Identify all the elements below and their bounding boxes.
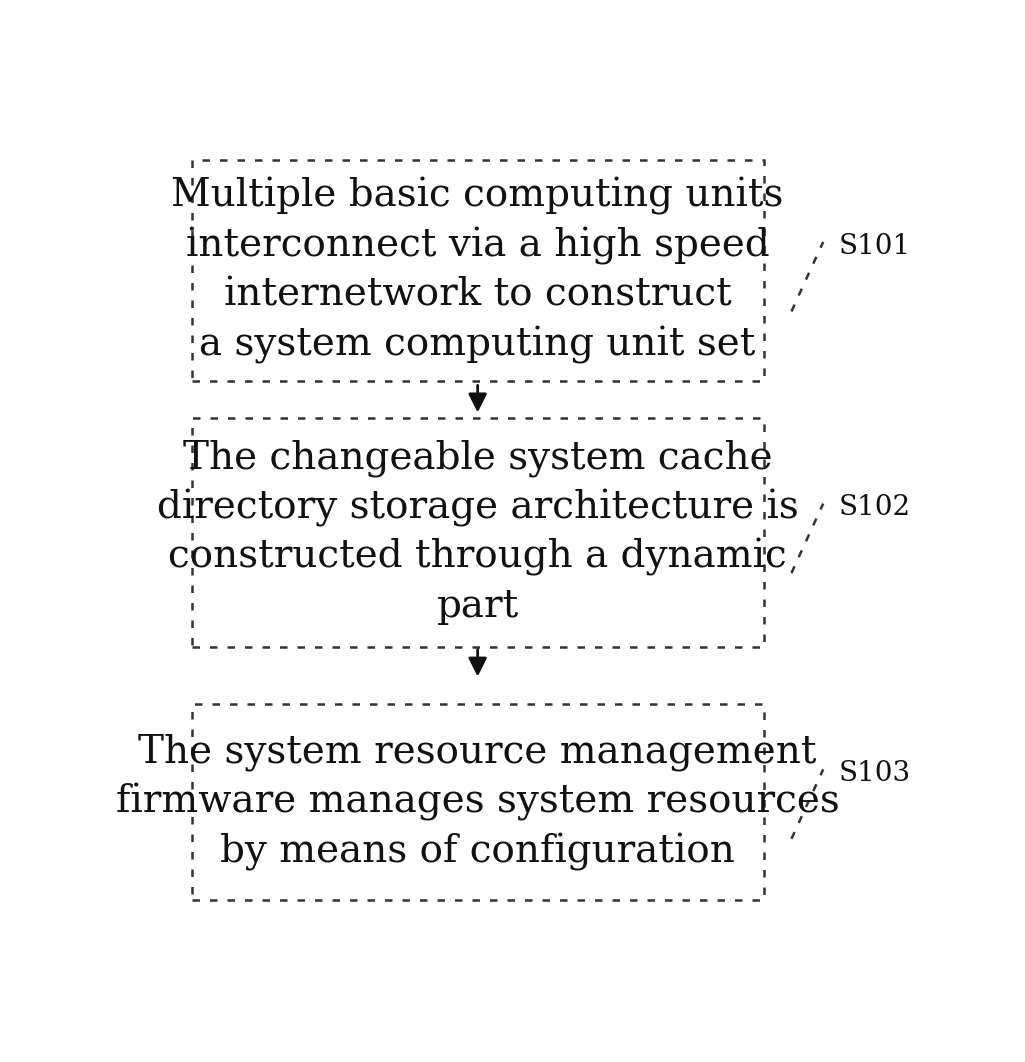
Bar — [192, 417, 764, 647]
Text: The system resource management
firmware manages system resources
by means of con: The system resource management firmware … — [116, 734, 839, 871]
Text: The changeable system cache
directory storage architecture is
constructed throug: The changeable system cache directory st… — [157, 440, 798, 626]
Text: S101: S101 — [839, 233, 911, 259]
Text: S102: S102 — [839, 494, 911, 521]
Bar — [192, 704, 764, 901]
Bar — [192, 160, 764, 381]
Text: Multiple basic computing units
interconnect via a high speed
internetwork to con: Multiple basic computing units interconn… — [171, 177, 784, 363]
Text: S103: S103 — [839, 760, 911, 787]
